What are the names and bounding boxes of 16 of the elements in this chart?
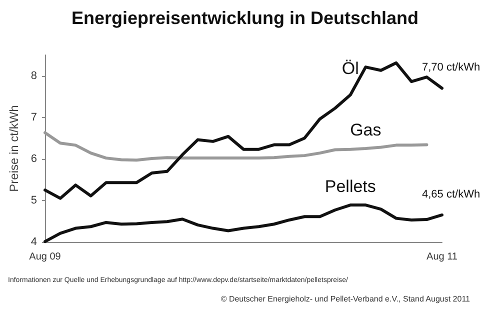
text: © Deutscher Energieholz- und Pellet-Verband e.V., Stand August 2011 <box>220 294 471 304</box>
y-tick-label: 7 <box>30 111 38 124</box>
annotation: 4,65 ct/kWh <box>422 188 480 200</box>
annotation: 7,70 ct/kWh <box>422 62 480 74</box>
line-series <box>44 61 444 200</box>
y-tick-label: 4 <box>30 236 38 248</box>
x-tick-label: Aug 11 <box>426 252 458 262</box>
chart-title: Energiepreisentwicklung in Deutschland <box>71 8 419 28</box>
series-label: Pellets <box>324 177 376 196</box>
y-tick-label: 6 <box>30 152 38 165</box>
series-label: Öl <box>342 58 359 78</box>
y-axis-title: Preise in ct/kWh <box>7 105 21 192</box>
series-label: Gas <box>350 120 382 140</box>
y-tick-label: 5 <box>30 194 38 206</box>
y-tick-label: 8 <box>30 70 38 82</box>
x-tick-label: Aug 09 <box>29 252 62 262</box>
